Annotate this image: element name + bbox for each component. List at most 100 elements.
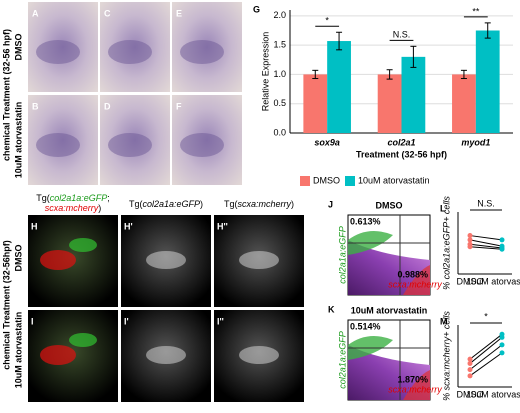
bar — [377, 74, 402, 133]
gate-value: 0.613% — [350, 216, 381, 226]
x-tick-label: 10uM atorvastatin — [466, 276, 520, 286]
dot — [467, 356, 473, 362]
signal — [69, 238, 97, 252]
plot-title: DMSO — [376, 200, 403, 210]
side-label: chemical Treatment (32-56hpf) — [1, 240, 11, 370]
significance: N.S. — [393, 30, 411, 40]
significance: * — [484, 311, 488, 321]
significance: N.S. — [477, 198, 495, 208]
panel-letter: E — [176, 8, 182, 18]
dot — [499, 246, 505, 252]
panel-letter: I' — [124, 316, 129, 326]
pair-line — [469, 333, 503, 360]
tissue — [36, 133, 80, 157]
x-tick-label: myod1 — [461, 137, 490, 147]
panel-letter: I'' — [217, 316, 224, 326]
dot — [499, 237, 505, 243]
pair-line — [469, 344, 503, 371]
plot-title: 10uM atorvastatin — [351, 305, 428, 315]
column-header: scxa:mcherry) — [45, 203, 102, 213]
signal — [40, 250, 76, 270]
signal — [146, 251, 186, 269]
x-tick-label: 10uM atorvastatin — [466, 389, 520, 399]
axis-label: scxa:mcherry — [388, 384, 442, 394]
signal — [146, 346, 186, 364]
side-label: % scxa:mcherry+ cells — [441, 311, 451, 401]
dot — [499, 342, 505, 348]
tissue — [108, 40, 152, 64]
panel-letter: D — [104, 101, 111, 111]
dot — [467, 237, 473, 243]
signal — [69, 333, 97, 347]
side-label: 10uM atorvastatin — [13, 312, 23, 389]
flow-density — [348, 345, 430, 400]
side-label: col2a1a:eGFP — [337, 226, 347, 284]
panel-letter: B — [32, 101, 39, 111]
pair-line — [469, 239, 503, 247]
red-events — [403, 370, 430, 400]
header-part: col2a1a:eGFP — [50, 193, 108, 203]
pair-line — [469, 337, 503, 364]
bar — [475, 30, 500, 133]
x-tick-label: col2a1 — [387, 137, 415, 147]
column-header: Tg(scxa:mcherry) — [224, 199, 294, 209]
x-tick-label: DMSO — [457, 276, 484, 286]
flow-density — [348, 240, 430, 295]
panel-letter: C — [104, 8, 111, 18]
dot — [467, 244, 473, 250]
panel-letter: I — [31, 316, 34, 326]
header-part: scxa:mcherry — [45, 203, 99, 213]
bar — [327, 41, 351, 133]
panel-letter: F — [176, 101, 182, 111]
gate-value: 0.988% — [397, 269, 428, 279]
panel-letter: J — [328, 199, 333, 209]
y-tick-label: 0.5 — [273, 98, 286, 108]
pair-line — [469, 246, 503, 250]
signal — [239, 346, 279, 364]
tissue — [180, 133, 224, 157]
gate-value: 1.870% — [397, 374, 428, 384]
column-header: Tg(col2a1a:eGFP; — [36, 193, 110, 203]
significance: * — [325, 16, 329, 26]
panel-letter: G — [253, 4, 260, 14]
header-part: Tg( — [224, 199, 238, 209]
gate-value: 0.514% — [350, 321, 381, 331]
bar — [303, 74, 328, 133]
dot — [499, 334, 505, 340]
column-header: Tg(col2a1a:eGFP) — [129, 199, 203, 209]
panel-letter: H — [31, 221, 38, 231]
pair-line — [469, 235, 503, 241]
pair-line — [469, 243, 503, 249]
bar — [401, 56, 426, 133]
x-tick-label: sox9a — [314, 137, 340, 147]
tissue — [180, 40, 224, 64]
header-part: col2a1a:eGFP — [142, 199, 200, 209]
side-label: DMSO — [13, 34, 23, 61]
pair-line — [469, 352, 503, 377]
header-part: ) — [200, 199, 203, 209]
red-events — [403, 265, 430, 295]
panel-letter: L — [440, 203, 446, 213]
dot — [467, 360, 473, 366]
panel-letter: M — [440, 316, 448, 326]
side-label: col2a1a:eGFP — [337, 331, 347, 389]
legend-label: DMSO — [313, 175, 340, 185]
header-part: Tg( — [129, 199, 143, 209]
tissue — [36, 40, 80, 64]
header-part: ) — [98, 203, 101, 213]
y-tick-label: 2.0 — [273, 10, 286, 20]
side-label: % col2a1a:eGFP+ cells — [441, 196, 451, 290]
y-tick-label: 1.0 — [273, 69, 286, 79]
header-part: scxa:mcherry — [237, 199, 291, 209]
tissue — [108, 133, 152, 157]
legend-swatch — [300, 176, 310, 186]
signal — [239, 251, 279, 269]
dot — [467, 373, 473, 379]
side-label: chemical Treatment (32-56 hpf) — [1, 29, 11, 161]
y-tick-label: 0.0 — [273, 127, 286, 137]
legend-label: 10uM atorvastatin — [358, 175, 430, 185]
signal — [40, 345, 76, 365]
y-tick-label: 1.5 — [273, 40, 286, 50]
header-part: ) — [291, 199, 294, 209]
